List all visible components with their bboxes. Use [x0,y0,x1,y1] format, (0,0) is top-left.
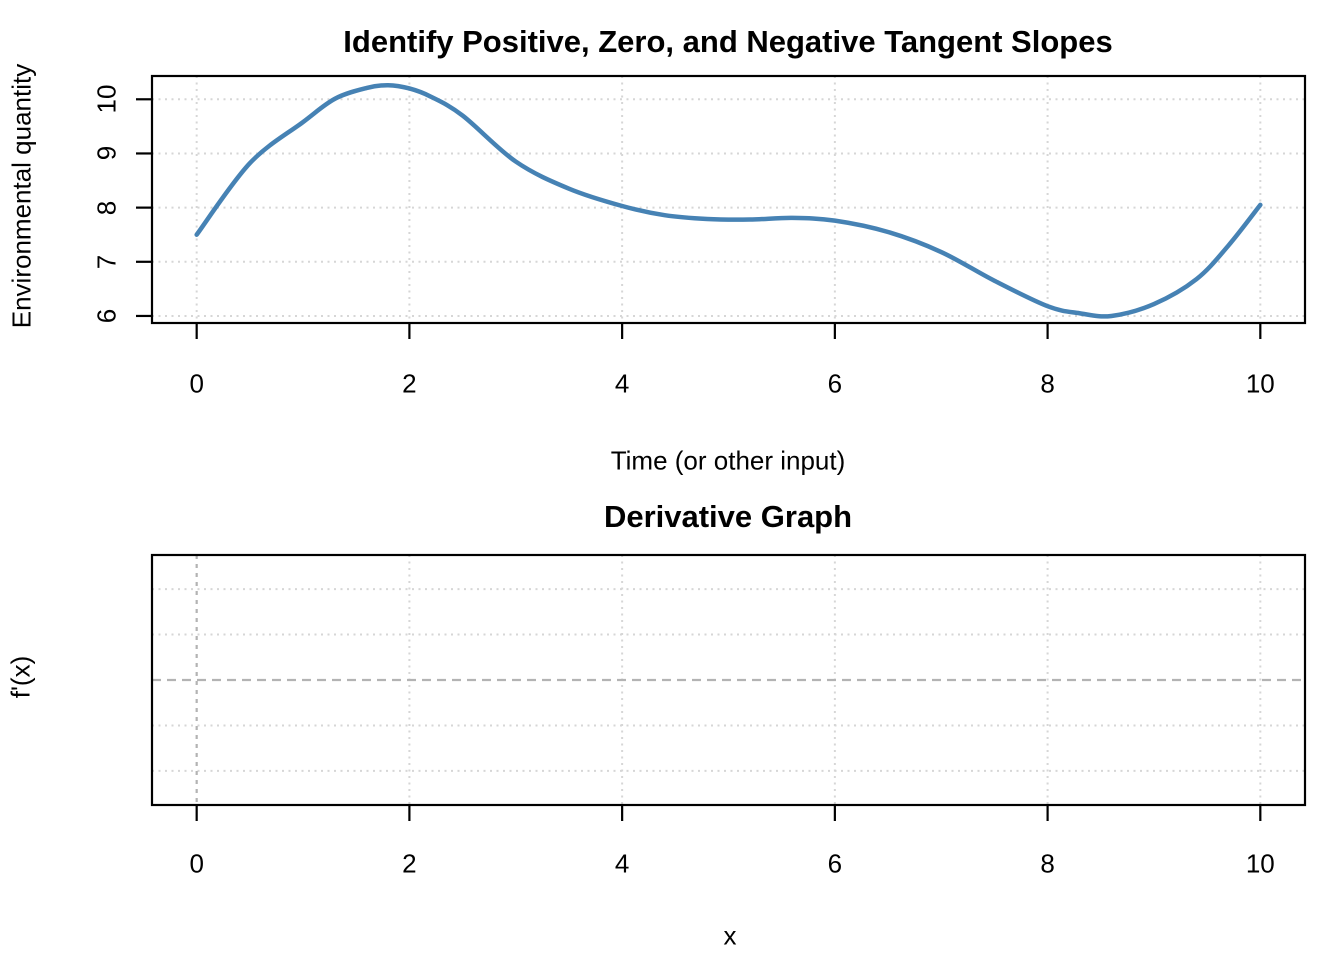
bottom-panel-title: Derivative Graph [603,499,853,534]
environmental-quantity-curve [194,82,1263,319]
y-tick-label-6: 6 [91,308,122,324]
x-tick-label-10: 10 [1245,848,1275,879]
y-tick-label-8: 8 [91,200,122,215]
x-tick-label-8: 8 [1040,368,1055,399]
bottom-panel-x-axis-label: x [723,920,737,951]
x-tick-label-6: 6 [827,848,843,879]
top-panel-title: Identify Positive, Zero, and Negative Ta… [343,24,1113,59]
x-tick-label-2: 2 [402,368,417,399]
x-tick-label-10: 10 [1245,368,1275,399]
plot-box [150,553,1307,807]
x-tick-label-0: 0 [189,368,204,399]
y-tick-label-7: 7 [91,254,122,270]
x-tick-label-4: 4 [614,368,630,399]
x-tick-label-2: 2 [402,848,417,879]
x-tick-label-4: 4 [614,848,630,879]
bottom-panel-y-axis-label: f'(x) [5,655,36,699]
top-panel-y-axis-label: Environmental quantity [6,63,37,329]
x-tick-label-6: 6 [827,368,843,399]
plot-box [150,74,1307,325]
y-tick-label-10: 10 [91,84,122,114]
top-panel-x-axis-label: Time (or other input) [610,445,846,476]
y-tick-label-9: 9 [91,146,122,161]
x-tick-label-8: 8 [1040,848,1055,879]
x-tick-label-0: 0 [189,848,204,879]
